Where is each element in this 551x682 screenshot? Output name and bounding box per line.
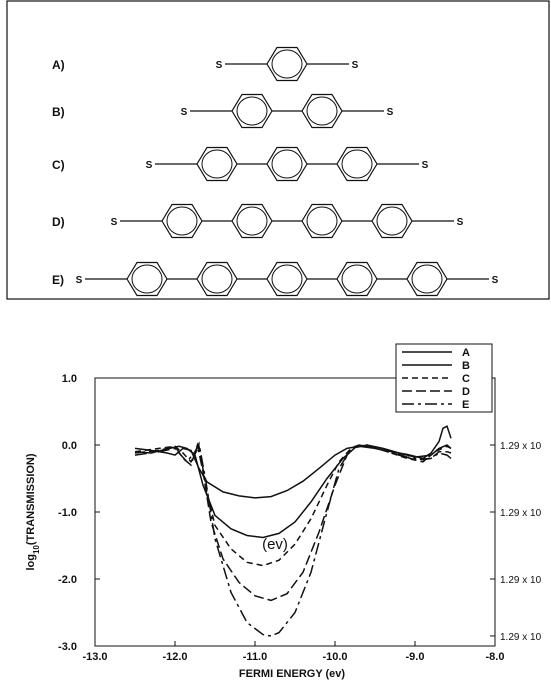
series-line-B xyxy=(134,444,452,539)
series-line-C xyxy=(134,443,452,567)
legend-label: B xyxy=(462,360,470,372)
aromatic-circle xyxy=(411,264,443,294)
aromatic-circle xyxy=(271,149,303,179)
benzene-ring xyxy=(196,146,238,182)
benzene-ring xyxy=(196,261,238,297)
molecule-panel-frame xyxy=(6,0,550,300)
x-tick-label: -12.0 xyxy=(162,651,187,663)
aromatic-circle xyxy=(166,206,198,236)
benzene-ring xyxy=(406,261,448,297)
plot-frame xyxy=(94,377,496,647)
x-tick-label: -13.0 xyxy=(82,651,107,663)
legend-label: A xyxy=(462,347,470,359)
x-tick-label: -10.0 xyxy=(322,651,347,663)
aromatic-circle xyxy=(131,264,163,294)
y-axis-ticks: 1.0 0.0 -1.0 -2.0 -3.0 xyxy=(58,373,100,653)
y-axis-label: log10(TRANSMISSION) xyxy=(25,453,41,570)
sulfur-atom: S xyxy=(111,217,118,228)
legend-label: E xyxy=(462,399,469,411)
x-tick-label: -8.0 xyxy=(486,651,505,663)
aromatic-circle xyxy=(236,206,268,236)
series-line-A xyxy=(134,425,452,499)
series-lines xyxy=(134,425,452,637)
sulfur-atom: S xyxy=(387,107,394,118)
molecule-label: E) xyxy=(52,273,64,287)
benzene-ring xyxy=(266,261,308,297)
aromatic-circle xyxy=(341,149,373,179)
aromatic-circle xyxy=(341,264,373,294)
y-tick-label: -3.0 xyxy=(58,641,77,653)
benzene-ring xyxy=(266,146,308,182)
sulfur-atom: S xyxy=(146,160,153,171)
y-tick-label: 0.0 xyxy=(62,440,77,452)
molecule-label: B) xyxy=(52,105,65,119)
y-tick-label: -1.0 xyxy=(58,507,77,519)
molecule-label: C) xyxy=(52,158,65,172)
sulfur-atom: S xyxy=(181,107,188,118)
sulfur-atom: S xyxy=(422,160,429,171)
annotation-ev: (ev) xyxy=(262,536,288,553)
sulfur-atom: S xyxy=(352,60,359,71)
x-axis-ticks: -13.0 -12.0 -11.0 -10.0 -9.0 -8.0 xyxy=(82,641,504,663)
aromatic-circle xyxy=(306,206,338,236)
right-tick-label: 1.29 x 10 xyxy=(500,632,542,643)
legend-label: C xyxy=(462,373,470,385)
benzene-ring xyxy=(126,261,168,297)
sulfur-atom: S xyxy=(457,217,464,228)
transmission-chart: -13.0 -12.0 -11.0 -10.0 -9.0 -8.0 1.0 0.0 -1.0 -… xyxy=(25,343,542,680)
sulfur-atom: S xyxy=(76,275,83,286)
molecule-label: A) xyxy=(52,58,65,72)
sulfur-atom: S xyxy=(216,60,223,71)
benzene-ring xyxy=(336,261,378,297)
series-line-E xyxy=(134,441,452,637)
series-line-D xyxy=(134,442,452,602)
aromatic-circle xyxy=(306,96,338,126)
aromatic-circle xyxy=(201,149,233,179)
aromatic-circle xyxy=(376,206,408,236)
y-axis-label-subscript: 10 xyxy=(32,545,41,554)
x-axis-label: FERMI ENERGY (ev) xyxy=(239,668,345,680)
x-tick-label: -11.0 xyxy=(243,651,267,663)
legend-label: D xyxy=(462,386,470,398)
right-axis-ticks: 1.29 x 10 1.29 x 10 1.29 x 10 1.29 x 10 xyxy=(490,441,542,643)
benzene-ring xyxy=(371,203,413,239)
right-tick-label: 1.29 x 10 xyxy=(500,508,542,519)
x-tick-label: -9.0 xyxy=(406,651,425,663)
benzene-ring xyxy=(301,203,343,239)
y-axis-label-base: log xyxy=(25,554,37,571)
molecule-label: D) xyxy=(52,215,65,229)
benzene-ring xyxy=(231,93,273,129)
right-tick-label: 1.29 x 10 xyxy=(500,575,542,586)
aromatic-circle xyxy=(201,264,233,294)
right-tick-label: 1.29 x 10 xyxy=(500,441,542,452)
molecule-structures: A) S S B) S S C) S S D) S S E) S S xyxy=(52,46,499,297)
sulfur-atom: S xyxy=(492,275,499,286)
benzene-ring xyxy=(266,46,308,82)
y-tick-label: 1.0 xyxy=(62,373,77,385)
benzene-ring xyxy=(301,93,343,129)
y-tick-label: -2.0 xyxy=(58,574,77,586)
aromatic-circle xyxy=(271,264,303,294)
benzene-ring xyxy=(231,203,273,239)
benzene-ring xyxy=(336,146,378,182)
benzene-ring xyxy=(161,203,203,239)
aromatic-circle xyxy=(271,49,303,79)
y-axis-label-rest: (TRANSMISSION) xyxy=(25,453,37,545)
aromatic-circle xyxy=(236,96,268,126)
